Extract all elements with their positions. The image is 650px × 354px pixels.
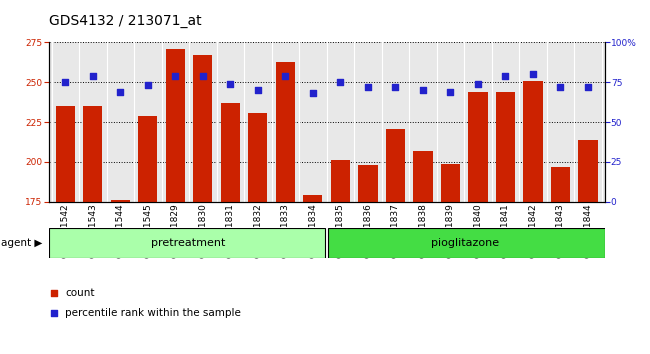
Bar [578,140,597,202]
Point [280,73,291,79]
Point [170,73,181,79]
Bar [83,106,103,202]
Point [528,72,538,77]
Point [60,80,70,85]
Point [390,84,400,90]
Point [555,84,566,90]
Point [445,89,456,95]
Bar [138,116,157,202]
Point [49,310,60,316]
Bar [496,92,515,202]
Point [583,84,593,90]
Point [473,81,483,87]
Bar [166,49,185,202]
Text: pioglitazone: pioglitazone [432,238,500,249]
Point [115,89,125,95]
Text: pretreatment: pretreatment [151,238,225,249]
Point [253,87,263,93]
Bar [56,106,75,202]
Bar [276,62,295,202]
Bar [304,195,322,202]
Bar [221,103,240,202]
Bar [328,228,604,258]
Bar [468,92,488,202]
Text: GDS4132 / 213071_at: GDS4132 / 213071_at [49,14,202,28]
Text: agent ▶: agent ▶ [1,238,42,249]
Point [142,82,153,88]
Point [335,80,346,85]
Bar [49,228,325,258]
Point [363,84,373,90]
Bar [331,160,350,202]
Bar [413,151,432,202]
Point [49,290,60,295]
Point [418,87,428,93]
Bar [523,81,543,202]
Text: percentile rank within the sample: percentile rank within the sample [66,308,241,318]
Point [225,81,235,87]
Point [198,73,208,79]
Bar [386,129,405,202]
Bar [551,167,570,202]
Bar [248,113,267,202]
Point [88,73,98,79]
Point [307,91,318,96]
Bar [441,164,460,202]
Point [500,73,511,79]
Bar [358,165,378,202]
Bar [193,55,213,202]
Bar [111,200,130,202]
Text: count: count [66,287,95,298]
